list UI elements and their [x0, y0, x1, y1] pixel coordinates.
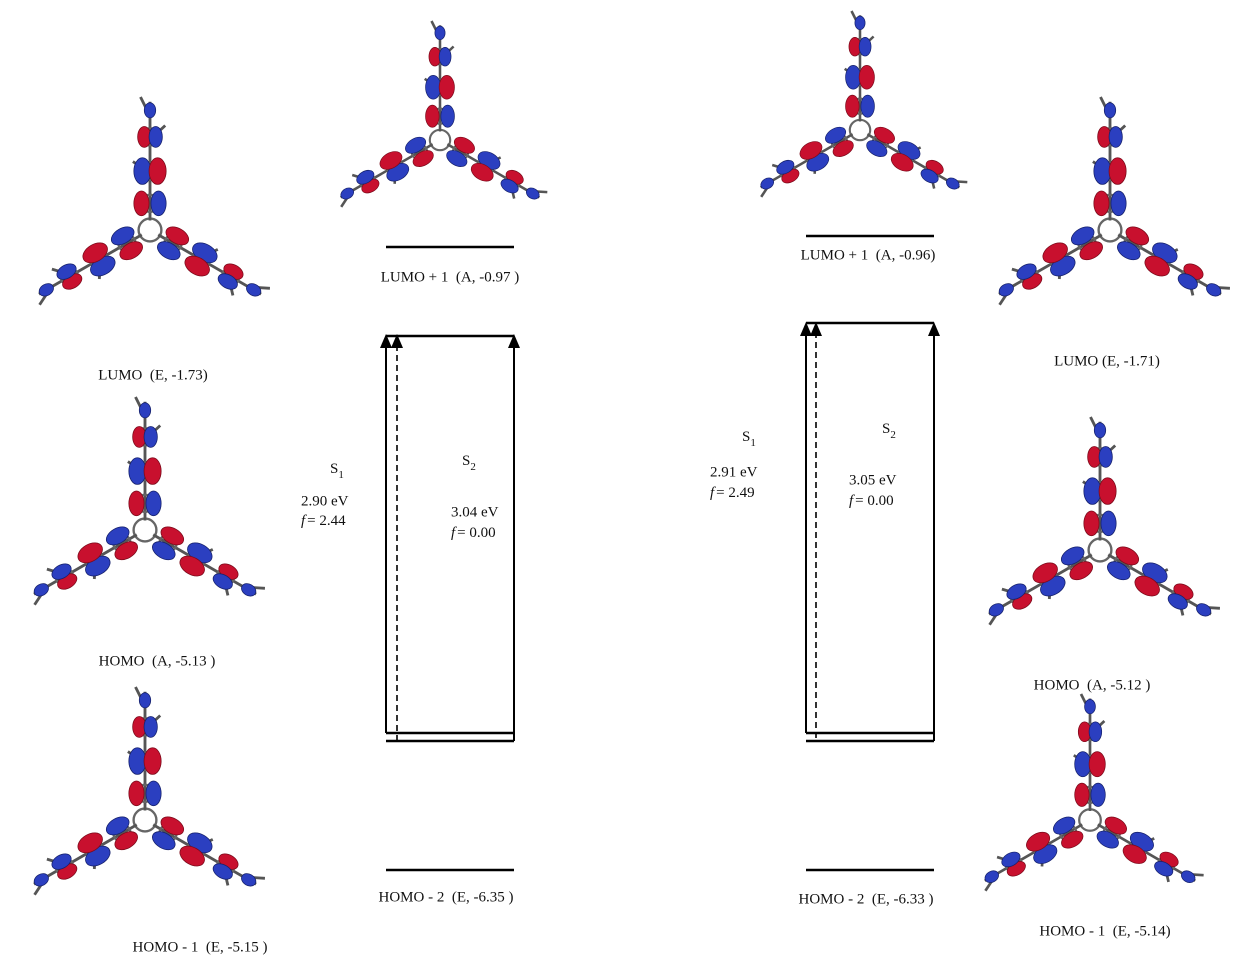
osc-label: f = 0.00 — [451, 525, 496, 541]
orbital-label: LUMO + 1 (A, -0.97 ) — [381, 269, 519, 285]
arrowhead — [928, 322, 940, 336]
state-label: S2 — [882, 421, 896, 440]
state-subscript: 1 — [338, 469, 344, 481]
orbital-label: HOMO (A, -5.13 ) — [99, 653, 216, 669]
arrowhead — [380, 334, 392, 348]
right-panel: LUMO + 1 (A, -0.96) HOMO - 2 (E, -6.33 )… — [710, 234, 1171, 939]
state-letter: S — [882, 421, 890, 437]
orbital-image — [750, 11, 971, 203]
molecule-images — [22, 11, 1234, 901]
osc-symbol: f — [849, 493, 855, 509]
osc-value: = 2.49 — [716, 485, 754, 501]
energy-label: 2.91 eV — [710, 464, 758, 480]
osc-label: f = 2.44 — [301, 513, 346, 529]
orbital-label: LUMO + 1 (A, -0.96) — [801, 247, 936, 263]
osc-label: f = 0.00 — [849, 493, 894, 509]
arrowhead — [391, 334, 403, 348]
state-letter: S — [742, 429, 750, 445]
state-subscript: 2 — [890, 429, 896, 441]
state-letter: S — [462, 453, 470, 469]
orbital-image — [22, 687, 269, 901]
orbital-image — [22, 397, 269, 611]
arrowhead — [810, 322, 822, 336]
orbital-label: LUMO (E, -1.71) — [1054, 353, 1160, 369]
orbital-image — [27, 97, 274, 311]
osc-value: = 0.00 — [855, 493, 893, 509]
state-label: S1 — [330, 461, 344, 480]
energy-label: 3.04 eV — [451, 504, 499, 520]
osc-label: f = 2.49 — [710, 485, 755, 501]
orbital-label: HOMO - 2 (E, -6.33 ) — [799, 891, 934, 907]
state-label: S2 — [462, 453, 476, 472]
arrowhead — [508, 334, 520, 348]
orbital-label: LUMO (E, -1.73) — [98, 367, 208, 383]
orbital-label: HOMO - 2 (E, -6.35 ) — [379, 889, 514, 905]
orbital-image — [973, 694, 1207, 897]
energy-label: 2.90 eV — [301, 493, 349, 509]
orbital-label: HOMO - 1 (E, -5.14) — [1039, 923, 1170, 939]
state-subscript: 2 — [470, 461, 476, 473]
state-label: S1 — [742, 429, 756, 448]
osc-symbol: f — [451, 525, 457, 541]
osc-value: = 2.44 — [307, 513, 346, 529]
orbital-label: HOMO (A, -5.12 ) — [1034, 677, 1151, 693]
orbital-image — [987, 97, 1234, 311]
state-letter: S — [330, 461, 338, 477]
orbital-image — [330, 21, 551, 213]
orbital-label: HOMO - 1 (E, -5.15 ) — [133, 939, 268, 955]
osc-symbol: f — [301, 513, 307, 529]
orbital-image — [977, 417, 1224, 631]
energy-label: 3.05 eV — [849, 472, 897, 488]
state-subscript: 1 — [750, 437, 756, 449]
osc-value: = 0.00 — [457, 525, 495, 541]
arrowhead — [800, 322, 812, 336]
left-panel: LUMO + 1 (A, -0.97 ) HOMO - 2 (E, -6.35 … — [98, 245, 520, 955]
osc-symbol: f — [710, 485, 716, 501]
